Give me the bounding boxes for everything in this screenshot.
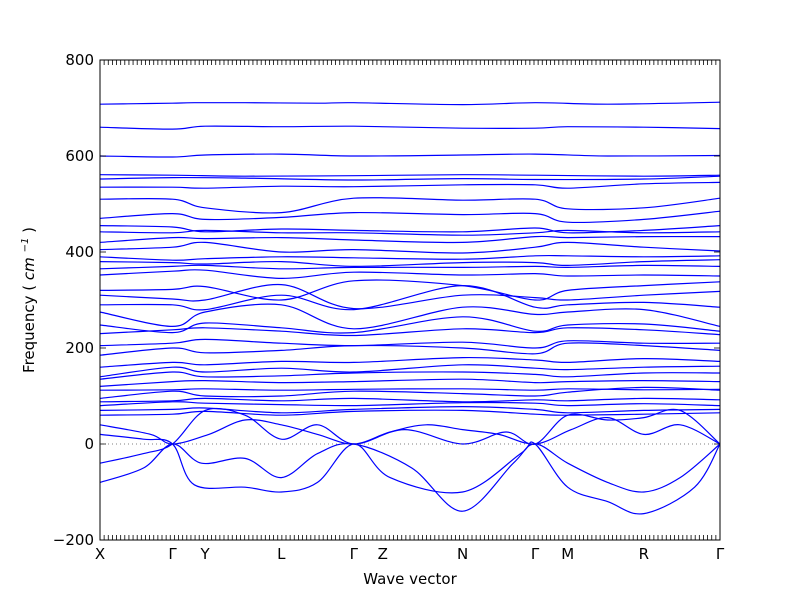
phonon-band-26 (99, 364, 721, 378)
phonon-band-3 (99, 153, 721, 158)
y-axis-label-text: Frequency (20, 295, 38, 373)
phonon-band-10 (99, 229, 721, 236)
y-tick-label: 400 (65, 243, 94, 261)
y-tick-label: −200 (53, 531, 94, 549)
phonon-band-25 (99, 356, 721, 368)
x-tick-label: R (639, 545, 649, 563)
phonon-band-36 (99, 442, 721, 512)
y-tick-label: 0 (84, 435, 94, 453)
phonon-band-7 (99, 197, 721, 214)
x-tick-label: Γ (168, 545, 177, 563)
bands-layer (99, 101, 721, 515)
phonon-band-22 (99, 327, 721, 337)
phonon-band-2 (99, 125, 721, 130)
phonon-band-23 (99, 338, 721, 349)
phonon-band-32 (99, 401, 721, 407)
plot-frame (99, 59, 721, 541)
phonon-band-24 (99, 342, 721, 356)
x-tick-label: Y (200, 545, 211, 563)
phonon-band-14 (99, 259, 721, 268)
y-axis-label-unit: cm (20, 257, 38, 280)
phonon-band-21 (99, 316, 721, 334)
phonon-band-9 (99, 225, 721, 234)
y-axis-label: Frequency ( cm −1 ) (14, 227, 38, 373)
phonon-band-38 (99, 416, 721, 445)
y-tick-labels: −200 0 200 400 600 800 (53, 51, 94, 549)
phonon-band-5 (99, 175, 721, 181)
phonon-band-4 (99, 174, 721, 177)
x-tick-label: Γ (531, 545, 540, 563)
phonon-band-18 (99, 283, 721, 310)
y-axis-label-unit-exponent: −1 (20, 238, 31, 253)
phonon-band-31 (99, 397, 721, 403)
x-tick-label: X (95, 545, 105, 563)
phonon-band-19 (99, 284, 721, 311)
phonon-band-12 (99, 241, 721, 254)
x-tick-label: Γ (350, 545, 359, 563)
y-tick-label: 200 (65, 339, 94, 357)
phonon-band-11 (99, 235, 721, 244)
phonon-band-16 (99, 269, 721, 280)
phonon-band-13 (99, 254, 721, 261)
phonon-band-1 (99, 101, 721, 106)
y-tick-label: 800 (65, 51, 94, 69)
x-tick-label: Γ (716, 545, 725, 563)
phonon-band-20 (99, 303, 721, 330)
phonon-band-28 (99, 378, 721, 387)
phonon-band-33 (99, 405, 721, 414)
phonon-band-17 (99, 279, 721, 301)
phonon-band-6 (99, 181, 721, 189)
phonon-band-8 (99, 210, 721, 224)
phonon-band-37 (99, 433, 721, 515)
y-axis-label-paren-close: ) (20, 227, 38, 233)
phonon-band-35 (99, 407, 721, 464)
y-axis-label-paren-open: ( (20, 285, 38, 291)
x-tick-label: Z (378, 545, 388, 563)
phonon-band-30 (99, 386, 721, 399)
ticks-layer (99, 59, 721, 541)
x-tick-label: N (457, 545, 468, 563)
x-axis-label: Wave vector (363, 570, 457, 588)
phonon-band-15 (99, 264, 721, 270)
y-tick-label: 600 (65, 147, 94, 165)
phonon-band-34 (99, 409, 721, 416)
phonon-band-27 (99, 371, 721, 380)
x-tick-label: M (561, 545, 574, 563)
x-tick-label: L (277, 545, 286, 563)
phonon-band-29 (99, 388, 721, 391)
